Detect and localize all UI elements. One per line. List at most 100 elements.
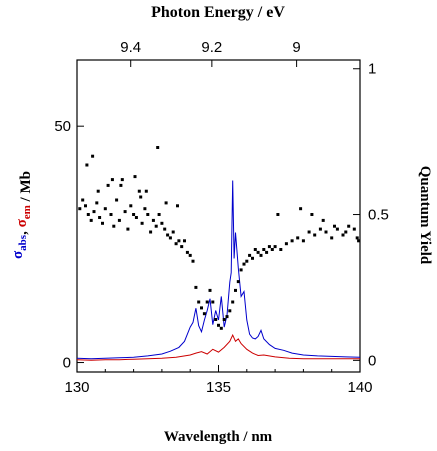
data-point <box>129 204 133 208</box>
data-point <box>335 227 339 231</box>
data-point <box>262 248 266 251</box>
data-point <box>225 315 229 319</box>
data-point <box>98 216 102 219</box>
data-point <box>115 198 119 202</box>
data-point <box>197 300 201 304</box>
data-point <box>85 163 89 167</box>
data-point <box>222 318 226 321</box>
data-point <box>163 227 167 231</box>
data-point <box>344 230 348 234</box>
left-axis-title: σabs, σem / Mb <box>10 171 34 259</box>
data-point <box>176 204 179 208</box>
data-point <box>96 189 100 193</box>
data-point <box>139 195 143 199</box>
left-axis-title-part: , <box>14 227 30 235</box>
data-point <box>84 204 87 208</box>
y-right-tick-label: 1 <box>368 61 376 78</box>
x-tick-label: 135 <box>206 379 231 396</box>
top-tick-label: 9.2 <box>201 39 222 56</box>
data-point <box>259 253 263 257</box>
data-point <box>134 216 138 219</box>
data-point <box>106 183 110 187</box>
data-point <box>194 285 198 289</box>
top-tick-label: 9.4 <box>120 39 141 56</box>
data-point <box>120 178 124 182</box>
data-point <box>265 250 269 254</box>
data-point <box>256 250 260 254</box>
data-point <box>112 224 116 228</box>
data-point <box>318 227 322 231</box>
right-axis-title: Quantum Yield <box>417 166 433 265</box>
series-line-0 <box>76 180 361 360</box>
data-point <box>355 236 359 240</box>
data-point <box>299 207 303 211</box>
data-point <box>174 242 178 246</box>
y-right-tick-label: 0.5 <box>368 207 389 224</box>
data-point <box>103 207 107 211</box>
data-point <box>92 210 96 214</box>
data-point <box>86 213 90 216</box>
data-point <box>151 218 155 222</box>
data-point <box>270 248 274 251</box>
data-point <box>146 213 150 216</box>
data-point <box>188 253 192 257</box>
data-point <box>357 239 361 243</box>
data-point <box>310 213 314 216</box>
data-point <box>137 189 141 193</box>
data-point <box>117 218 121 222</box>
data-point <box>154 224 158 228</box>
x-axis-title: Wavelength / nm <box>164 429 273 445</box>
data-point <box>191 259 195 263</box>
data-point <box>290 239 294 243</box>
top-tick-label: 9 <box>292 39 300 56</box>
data-point <box>242 262 246 266</box>
data-point <box>296 236 300 240</box>
data-point <box>171 230 175 234</box>
left-axis-title-part: / Mb <box>18 171 34 205</box>
data-point <box>276 213 280 216</box>
data-point <box>267 245 271 249</box>
data-point <box>160 221 164 225</box>
x-tick-label: 140 <box>347 379 372 396</box>
data-point <box>228 309 232 313</box>
data-point <box>140 221 144 225</box>
data-point <box>284 242 288 246</box>
data-point <box>144 189 148 193</box>
data-point <box>245 259 249 263</box>
data-point <box>324 230 328 234</box>
data-point <box>205 300 209 304</box>
data-point <box>126 227 130 231</box>
data-point <box>217 323 220 327</box>
data-point <box>248 253 252 257</box>
data-point <box>149 230 153 234</box>
data-point <box>234 288 237 292</box>
data-point <box>214 318 218 321</box>
data-point <box>202 312 206 316</box>
data-layer <box>76 146 361 361</box>
data-point <box>177 239 181 243</box>
data-point <box>185 250 189 254</box>
left-axis-title-part: σ <box>14 218 30 227</box>
data-point <box>273 245 277 249</box>
data-point <box>110 178 114 182</box>
data-point <box>279 248 283 251</box>
data-point <box>123 210 127 214</box>
data-point <box>347 224 351 228</box>
data-point <box>219 326 223 330</box>
data-point <box>164 201 168 205</box>
data-point <box>109 213 113 216</box>
data-point <box>313 233 317 237</box>
data-point <box>119 183 123 187</box>
data-point <box>333 224 336 228</box>
data-point <box>156 146 160 149</box>
data-point <box>208 288 212 292</box>
data-point <box>183 239 186 243</box>
top-axis-title: Photon Energy / eV <box>151 4 285 21</box>
data-point <box>95 201 99 205</box>
data-point <box>91 154 95 158</box>
data-point <box>211 300 215 304</box>
data-point <box>341 233 345 237</box>
y-right-tick-label: 0 <box>368 352 376 369</box>
